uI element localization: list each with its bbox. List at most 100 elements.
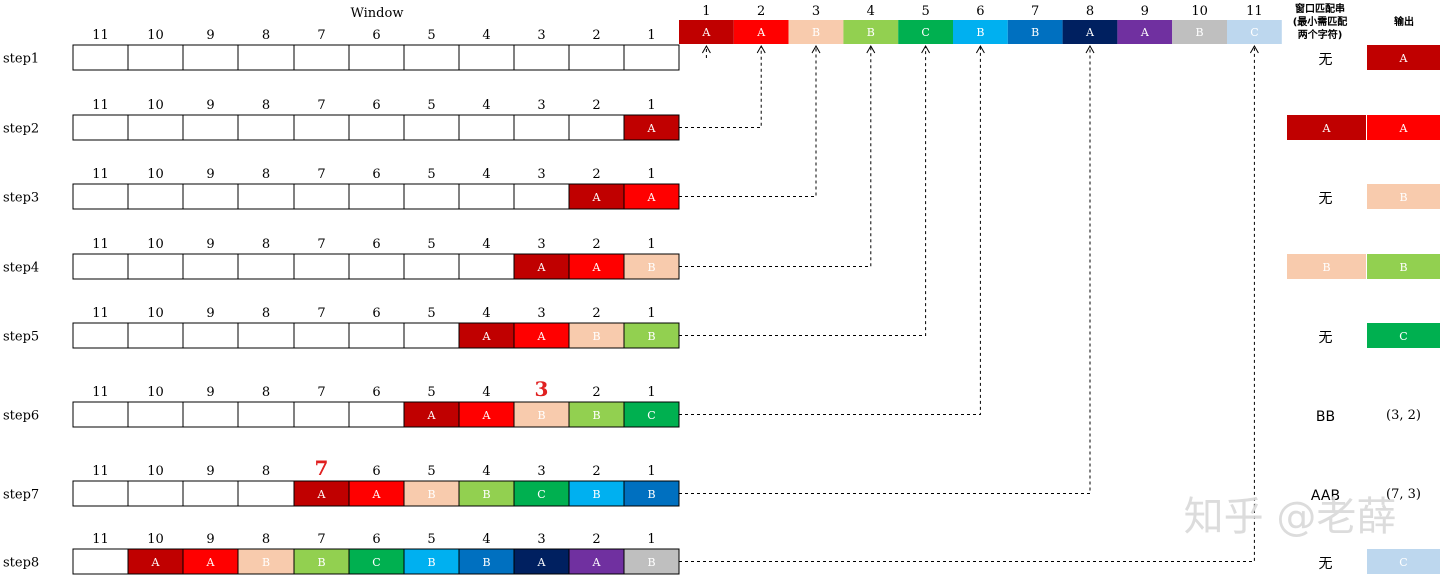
window-cell: [513, 322, 570, 349]
window-column-number: 6: [372, 28, 380, 43]
output-cell: [1367, 254, 1440, 279]
window-cell: [293, 480, 350, 507]
window-cell: [127, 114, 184, 141]
window-cell: [458, 183, 515, 210]
window-cell: [403, 183, 460, 210]
window-column-number: 8: [262, 167, 270, 182]
window-column-number: 3: [537, 237, 545, 252]
window-column-number: 8: [262, 464, 270, 479]
window-border: [72, 322, 680, 349]
window-cell: [182, 183, 239, 210]
connector-arrow: [701, 44, 711, 54]
window-border: [72, 401, 680, 428]
input-cell-label: A: [701, 26, 711, 39]
window-cell: [403, 322, 460, 349]
window-column-number: 2: [592, 98, 600, 113]
window-column-number: 6: [372, 385, 380, 400]
window-cell-label: A: [482, 330, 492, 343]
window-cell: [182, 322, 239, 349]
connector-line: [679, 47, 1255, 562]
window-cell-label: B: [647, 330, 655, 343]
window-cell-label: B: [427, 488, 435, 501]
window-cell: [348, 548, 405, 575]
input-cell: [788, 20, 844, 44]
window-cell: [568, 548, 625, 575]
window-column-number: 10: [147, 167, 164, 182]
window-cell: [513, 44, 570, 71]
step-label: step8: [3, 556, 39, 571]
input-cell-label: B: [1196, 26, 1204, 39]
window-cell: [237, 44, 295, 71]
window-cell: [182, 480, 239, 507]
window-cell-label: B: [592, 409, 600, 422]
window-cell: [403, 401, 460, 428]
window-column-number: 3: [537, 306, 545, 321]
connector-arrow: [811, 44, 821, 54]
window-cell-label: B: [482, 488, 490, 501]
watermark: 知乎 @老薛: [1184, 494, 1397, 540]
window-column-number: 3: [537, 28, 545, 43]
output-cell: [1367, 45, 1440, 70]
connector-arrow: [1249, 44, 1259, 54]
window-cell: [623, 322, 680, 349]
output-cell-label: C: [1399, 330, 1407, 343]
step-label: step7: [3, 488, 39, 503]
window-column-number: 7: [315, 456, 329, 480]
window-cell-label: A: [206, 556, 216, 569]
output-text: (3, 2): [1386, 408, 1421, 423]
output-cell-label: C: [1399, 556, 1407, 569]
window-cell: [458, 44, 515, 71]
window-cell: [127, 183, 184, 210]
connector-arrow: [1085, 44, 1095, 54]
window-cell-label: B: [262, 556, 270, 569]
window-cell-label: A: [537, 261, 547, 274]
window-title: Window: [351, 6, 404, 21]
step-label: step3: [3, 191, 39, 206]
window-column-number: 6: [372, 167, 380, 182]
window-cell: [127, 44, 184, 71]
window-column-number: 10: [147, 28, 164, 43]
window-column-number: 11: [92, 98, 109, 113]
window-column-number: 5: [427, 167, 435, 182]
window-column-number: 2: [592, 532, 600, 547]
window-cell: [403, 114, 460, 141]
window-column-number: 1: [647, 464, 655, 479]
window-column-number: 11: [92, 464, 109, 479]
input-cell-label: B: [1031, 26, 1039, 39]
output-cell: [1367, 323, 1440, 348]
window-cell: [237, 401, 295, 428]
window-column-number: 9: [206, 385, 214, 400]
input-position-number: 11: [1246, 4, 1263, 19]
window-column-number: 1: [647, 532, 655, 547]
connector-line: [679, 47, 762, 128]
window-cell: [348, 183, 405, 210]
window-cell-label: A: [151, 556, 161, 569]
window-cell-label: C: [647, 409, 655, 422]
window-column-number: 10: [147, 532, 164, 547]
window-column-number: 11: [92, 532, 109, 547]
connector-lines: [679, 44, 1259, 562]
window-column-number: 3: [537, 167, 545, 182]
match-header-line3: 两个字符): [1298, 28, 1343, 41]
input-cell-label: A: [1085, 26, 1095, 39]
window-border: [72, 548, 680, 575]
window-cell-label: A: [482, 409, 492, 422]
window-column-number: 4: [482, 98, 490, 113]
match-text: AAB: [1311, 488, 1340, 504]
window-column-number: 3: [537, 98, 545, 113]
window-cell-label: B: [317, 556, 325, 569]
window-cell: [513, 114, 570, 141]
window-cell-label: A: [592, 191, 602, 204]
input-position-number: 1: [702, 4, 710, 19]
input-position-number: 4: [867, 4, 875, 19]
window-cell: [293, 114, 350, 141]
match-header-line1: 窗口匹配串: [1295, 2, 1345, 15]
window-column-number: 6: [372, 464, 380, 479]
window-cell: [72, 44, 129, 71]
window-column-number: 8: [262, 385, 270, 400]
window-column-number: 4: [482, 28, 490, 43]
window-column-number: 7: [317, 98, 325, 113]
input-cell: [1007, 20, 1063, 44]
